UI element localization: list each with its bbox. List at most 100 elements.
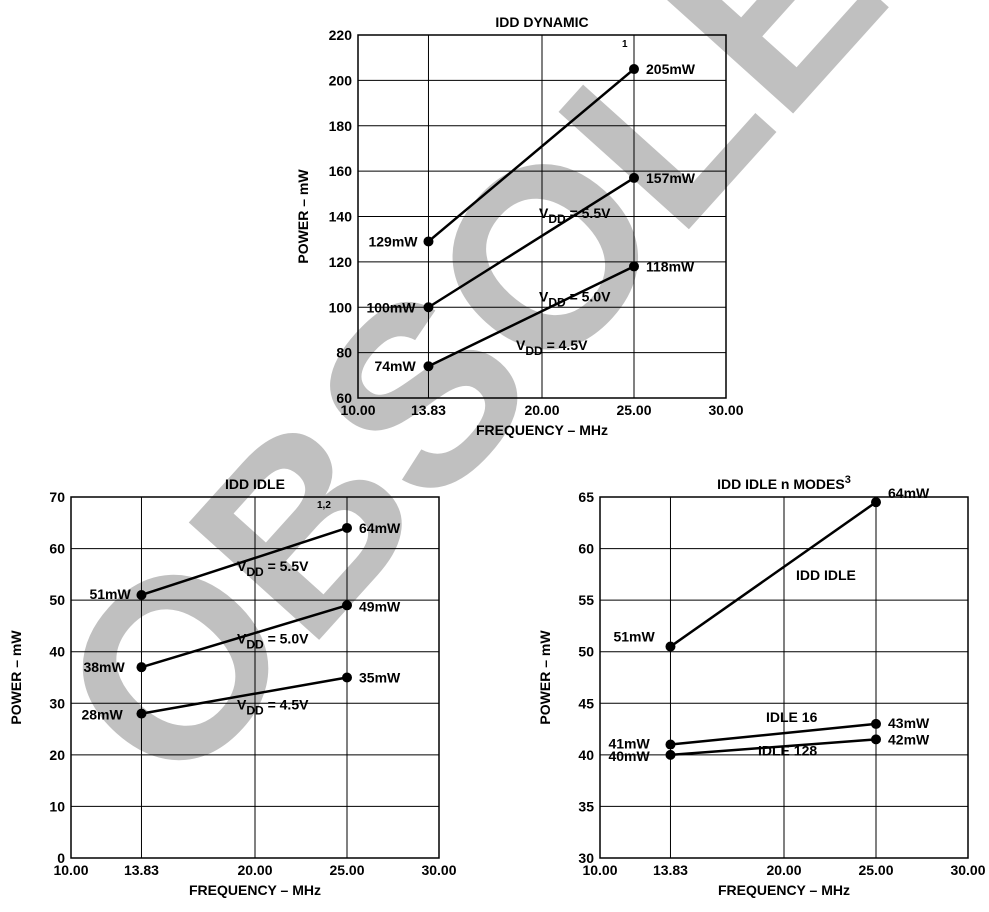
data-point — [629, 172, 639, 183]
series-tag-value: = 4.5V — [543, 337, 588, 353]
data-point — [423, 302, 434, 313]
series-line — [427, 265, 635, 368]
data-label: 157mW — [646, 170, 696, 186]
series-tag: IDLE 128 — [758, 742, 817, 758]
series-tag: VDD = 5.5V — [539, 205, 611, 226]
data-point — [665, 739, 676, 750]
data-point — [136, 662, 147, 673]
data-label: 205mW — [646, 61, 696, 77]
chart-title: IDD IDLE — [225, 476, 285, 492]
y-tick-label: 10 — [49, 798, 65, 814]
x-tick-label: 25.00 — [616, 402, 651, 418]
y-axis-label: POWER – mW — [537, 630, 553, 725]
y-tick-label: 0 — [57, 850, 65, 866]
data-label: 64mW — [888, 485, 930, 501]
data-point — [342, 672, 352, 683]
y-tick-label: 60 — [578, 541, 594, 557]
plot-frame — [357, 34, 727, 399]
x-axis-label: FREQUENCY – MHz — [189, 882, 321, 898]
data-label: 74mW — [374, 358, 416, 374]
data-label: 64mW — [359, 520, 401, 536]
chart-title: IDD DYNAMIC — [495, 14, 588, 30]
series-line — [669, 501, 877, 648]
series-tag-value: = 5.0V — [566, 288, 611, 304]
y-tick-label: 60 — [336, 390, 352, 406]
y-axis-label: POWER – mW — [8, 630, 24, 725]
y-tick-label: 40 — [578, 747, 594, 763]
series-line — [141, 604, 348, 669]
x-tick-label: 13.83 — [124, 862, 159, 878]
series-tag-value: = 5.5V — [264, 558, 309, 574]
data-label: 41mW — [608, 736, 650, 752]
y-tick-label: 35 — [578, 798, 594, 814]
x-tick-label: 20.00 — [766, 862, 801, 878]
data-point — [342, 522, 352, 533]
y-tick-label: 60 — [49, 541, 65, 557]
series-tag-sub: DD — [548, 212, 566, 226]
chart-title: IDD IDLE n MODES3 — [717, 474, 851, 492]
y-tick-label: 40 — [49, 644, 65, 660]
series-tag-value: = 5.0V — [264, 630, 309, 646]
y-tick-label: 50 — [578, 644, 594, 660]
x-tick-label: 30.00 — [708, 402, 743, 418]
y-tick-label: 100 — [329, 299, 353, 315]
data-point — [629, 261, 639, 272]
x-tick-label: 20.00 — [524, 402, 559, 418]
series-line — [141, 526, 348, 597]
x-tick-label: 25.00 — [329, 862, 364, 878]
y-tick-label: 20 — [49, 747, 65, 763]
series-tag-sub: DD — [548, 295, 566, 309]
data-point — [423, 236, 434, 247]
series-tag-sub: DD — [246, 565, 264, 579]
chart-dynamic: 60 80 100 120 140 160 180 200 220 10.00 13.83 20.00… — [295, 14, 744, 438]
x-tick-label: 10.00 — [582, 862, 617, 878]
data-label: 28mW — [81, 707, 123, 723]
y-tick-label: 30 — [49, 695, 65, 711]
footnote-marker: 1 — [622, 39, 628, 50]
series-tag-sub: DD — [246, 704, 264, 718]
data-label: 118mW — [646, 258, 695, 274]
data-label: 43mW — [888, 715, 930, 731]
y-tick-label: 30 — [578, 850, 594, 866]
y-tick-label: 80 — [336, 345, 352, 361]
footnote-marker: 1,2 — [317, 500, 331, 511]
series-line — [427, 176, 635, 309]
series-line — [670, 738, 877, 757]
data-point — [423, 361, 434, 372]
x-axis-label: FREQUENCY – MHz — [718, 882, 850, 898]
series-line — [427, 68, 635, 243]
y-tick-label: 140 — [329, 209, 353, 225]
y-tick-label: 220 — [329, 27, 353, 43]
data-point — [136, 589, 147, 600]
y-tick-label: 200 — [329, 72, 353, 88]
data-point — [136, 708, 147, 719]
x-tick-label: 20.00 — [237, 862, 272, 878]
data-label: 38mW — [83, 659, 125, 675]
plot-frame — [599, 496, 969, 859]
series-tag: IDD IDLE — [796, 567, 856, 583]
data-point — [629, 64, 639, 75]
y-tick-label: 45 — [578, 695, 594, 711]
x-tick-label: 30.00 — [950, 862, 985, 878]
chart-idle: 0 10 20 30 40 50 60 70 10.00 13.83 20.00 25.00 30.00… — [8, 476, 457, 898]
plot-frame — [70, 496, 440, 859]
y-axis-label: POWER – mW — [295, 169, 311, 264]
x-tick-label: 13.83 — [411, 402, 446, 418]
data-point — [871, 718, 881, 729]
x-tick-label: 13.83 — [653, 862, 688, 878]
x-tick-label: 25.00 — [858, 862, 893, 878]
data-point — [665, 749, 676, 760]
series-line — [670, 722, 877, 746]
x-tick-label: 30.00 — [421, 862, 456, 878]
series-tag-value: = 4.5V — [264, 697, 309, 713]
data-label: 51mW — [89, 586, 131, 602]
data-point — [342, 600, 352, 611]
series-tag-value: = 5.5V — [566, 205, 611, 221]
data-label: 100mW — [366, 299, 416, 315]
data-label: 129mW — [368, 233, 418, 249]
y-tick-label: 70 — [49, 489, 65, 505]
data-point — [871, 734, 881, 745]
chart-idle_modes: 30 35 40 45 50 55 60 65 10.00 13.83 20.00 25.00 30.0… — [537, 474, 986, 898]
